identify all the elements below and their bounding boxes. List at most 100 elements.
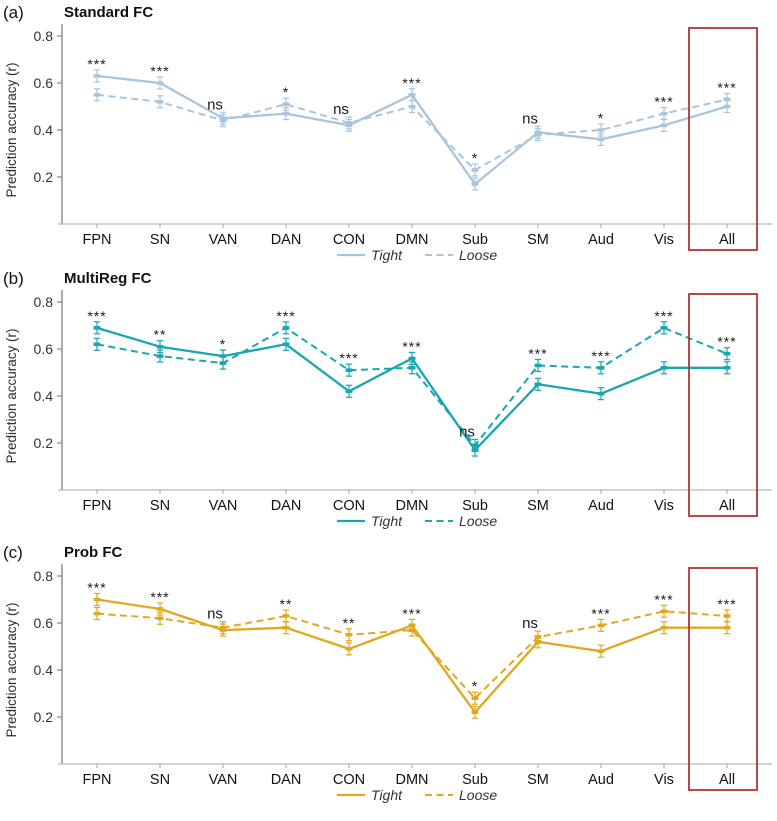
panel-letter: (a)	[3, 3, 24, 22]
point-marker	[93, 342, 101, 347]
data-point-tight	[660, 361, 668, 375]
legend-loose-label: Loose	[459, 787, 497, 803]
x-tick-label: SN	[150, 232, 170, 248]
x-tick-label: Vis	[654, 772, 674, 788]
x-tick-label: All	[719, 232, 735, 248]
data-point-tight	[282, 337, 290, 351]
data-point-loose	[156, 95, 164, 109]
significance-label: ***	[591, 348, 610, 364]
x-tick-label: Sub	[462, 232, 488, 248]
point-marker	[282, 111, 290, 116]
highlight-box	[688, 293, 758, 517]
point-marker	[156, 81, 164, 85]
y-tick-label: 0.6	[34, 75, 54, 91]
data-point-tight	[156, 76, 164, 90]
point-marker	[408, 92, 416, 97]
x-tick-label: FPN	[83, 772, 112, 788]
data-point-loose	[534, 128, 542, 142]
chart-canvas: 0.2 0.4 0.6 0.8 FPN SN VAN DAN CON DMN Sub SM Aud Vis…	[3, 543, 772, 803]
point-marker	[597, 137, 605, 142]
y-axis-title: Prediction accuracy (r)	[4, 328, 19, 463]
point-marker	[156, 344, 164, 349]
data-point-tight	[597, 644, 605, 658]
data-point-loose	[282, 609, 290, 623]
data-point-loose	[345, 363, 353, 377]
x-tick-label: FPN	[83, 232, 112, 248]
data-point-loose	[282, 97, 290, 111]
panel-title: MultiReg FC	[64, 270, 152, 287]
point-marker	[660, 326, 668, 330]
significance-label: ***	[87, 308, 106, 324]
point-marker	[345, 368, 353, 372]
panel-prob-fc: 0.2 0.4 0.6 0.8 FPN SN VAN DAN CON DMN Sub SM Aud Vis…	[0, 540, 777, 821]
significance-label: ***	[528, 345, 547, 361]
x-tick-label: VAN	[209, 498, 238, 514]
point-marker	[408, 366, 416, 370]
point-marker	[93, 92, 101, 97]
significance-label: ns	[459, 423, 475, 440]
data-point-loose	[345, 628, 353, 642]
highlight-box	[688, 567, 758, 791]
point-marker	[660, 609, 668, 614]
panel-multireg-fc: 0.2 0.4 0.6 0.8 FPN SN VAN DAN CON DMN Sub SM Aud Vis…	[0, 266, 777, 540]
panel-letter: (c)	[3, 543, 23, 562]
point-marker	[93, 611, 101, 616]
point-marker	[534, 132, 542, 137]
y-tick-label: 0.2	[34, 169, 54, 185]
point-marker	[408, 628, 416, 632]
point-marker	[723, 97, 731, 102]
data-point-loose	[723, 347, 731, 361]
point-marker	[156, 100, 164, 104]
y-tick-label: 0.8	[34, 28, 54, 44]
significance-label: **	[280, 596, 293, 612]
point-marker	[408, 104, 416, 109]
point-marker	[93, 74, 101, 78]
significance-label: ***	[150, 589, 169, 605]
y-tick-label: 0.4	[34, 122, 54, 138]
point-marker	[597, 649, 605, 653]
x-tick-label: Sub	[462, 498, 488, 514]
data-point-loose	[93, 88, 101, 102]
y-tick-label: 0.2	[34, 709, 54, 725]
data-point-tight	[723, 361, 731, 375]
significance-label: *	[472, 678, 478, 694]
point-marker	[471, 710, 479, 715]
significance-label: ***	[87, 580, 106, 596]
data-point-tight	[93, 321, 101, 335]
x-tick-label: SN	[150, 498, 170, 514]
point-marker	[408, 356, 416, 361]
data-point-loose	[534, 358, 542, 373]
point-marker	[345, 647, 353, 651]
x-tick-label: Aud	[588, 772, 614, 788]
significance-label: ***	[717, 334, 736, 350]
significance-label: ns	[207, 606, 223, 623]
point-marker	[660, 366, 668, 370]
x-tick-label: CON	[333, 772, 365, 788]
point-marker	[282, 102, 290, 106]
x-tick-label: Aud	[588, 498, 614, 514]
highlight-box	[688, 27, 758, 251]
data-point-tight	[345, 642, 353, 656]
point-marker	[723, 614, 731, 618]
x-tick-label: SM	[527, 498, 549, 514]
point-marker	[660, 123, 668, 128]
data-point-loose	[660, 106, 668, 121]
series-loose-line	[96, 610, 728, 700]
data-point-loose	[408, 623, 416, 637]
significance-label: **	[343, 615, 356, 631]
data-point-loose	[660, 604, 668, 618]
y-tick-label: 0.4	[34, 662, 54, 678]
x-tick-label: DAN	[271, 498, 302, 514]
x-tick-label: DAN	[271, 232, 302, 248]
x-tick-label: VAN	[209, 772, 238, 788]
data-point-loose	[93, 606, 101, 621]
point-marker	[156, 354, 164, 358]
significance-label: ***	[276, 308, 295, 324]
point-marker	[471, 443, 479, 448]
data-point-tight	[597, 387, 605, 401]
y-axis-title: Prediction accuracy (r)	[4, 602, 19, 737]
data-point-tight	[534, 377, 542, 391]
significance-label: ***	[402, 338, 421, 354]
y-tick-label: 0.6	[34, 341, 54, 357]
